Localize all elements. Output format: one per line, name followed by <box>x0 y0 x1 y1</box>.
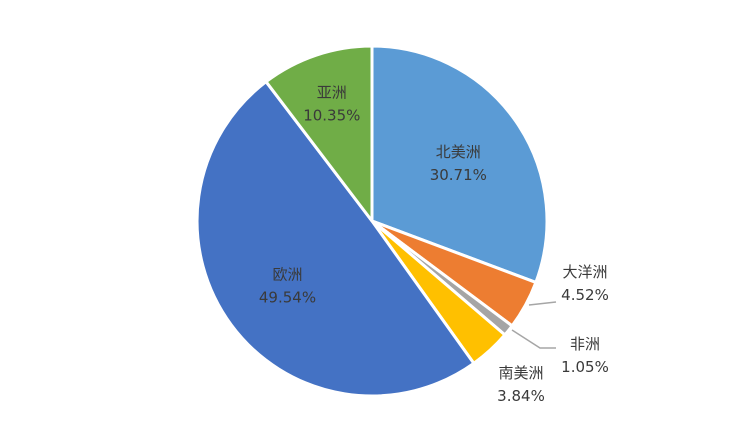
slice-name-asia: 亚洲 <box>317 84 347 102</box>
slice-value-south-america: 3.84% <box>497 387 545 405</box>
slice-value-europe: 49.54% <box>259 288 316 306</box>
slices-layer <box>195 44 549 398</box>
slice-label-europe: 欧洲 49.54% <box>259 265 316 306</box>
pie-slice-asia <box>264 44 374 223</box>
slice-name-europe: 欧洲 <box>272 265 302 283</box>
pie-slice-europe <box>195 80 476 398</box>
slice-name-south-america: 南美洲 <box>498 364 543 382</box>
slice-value-oceania: 4.52% <box>561 286 609 304</box>
slice-name-africa: 非洲 <box>570 335 600 353</box>
slice-label-north-america: 北美洲 30.71% <box>430 143 487 184</box>
leader-lines-layer <box>511 301 557 349</box>
slice-label-south-america: 南美洲 3.84% <box>497 364 545 405</box>
slice-value-africa: 1.05% <box>561 358 609 376</box>
slice-name-north-america: 北美洲 <box>436 143 481 161</box>
slice-value-north-america: 30.71% <box>430 166 487 184</box>
leader-line-africa <box>511 329 556 349</box>
labels-layer: 北美洲 30.71% 大洋洲 4.52% 非洲 1.05% 南美洲 3.84% 欧洲 49.54%… <box>259 84 609 405</box>
slice-value-asia: 10.35% <box>303 107 360 125</box>
slice-label-oceania: 大洋洲 4.52% <box>561 263 609 304</box>
leader-line-oceania <box>528 301 557 306</box>
slice-label-asia: 亚洲 10.35% <box>303 84 360 125</box>
slice-name-oceania: 大洋洲 <box>562 263 607 281</box>
pie-slice-north-america <box>370 44 549 284</box>
slice-label-africa: 非洲 1.05% <box>561 335 609 376</box>
